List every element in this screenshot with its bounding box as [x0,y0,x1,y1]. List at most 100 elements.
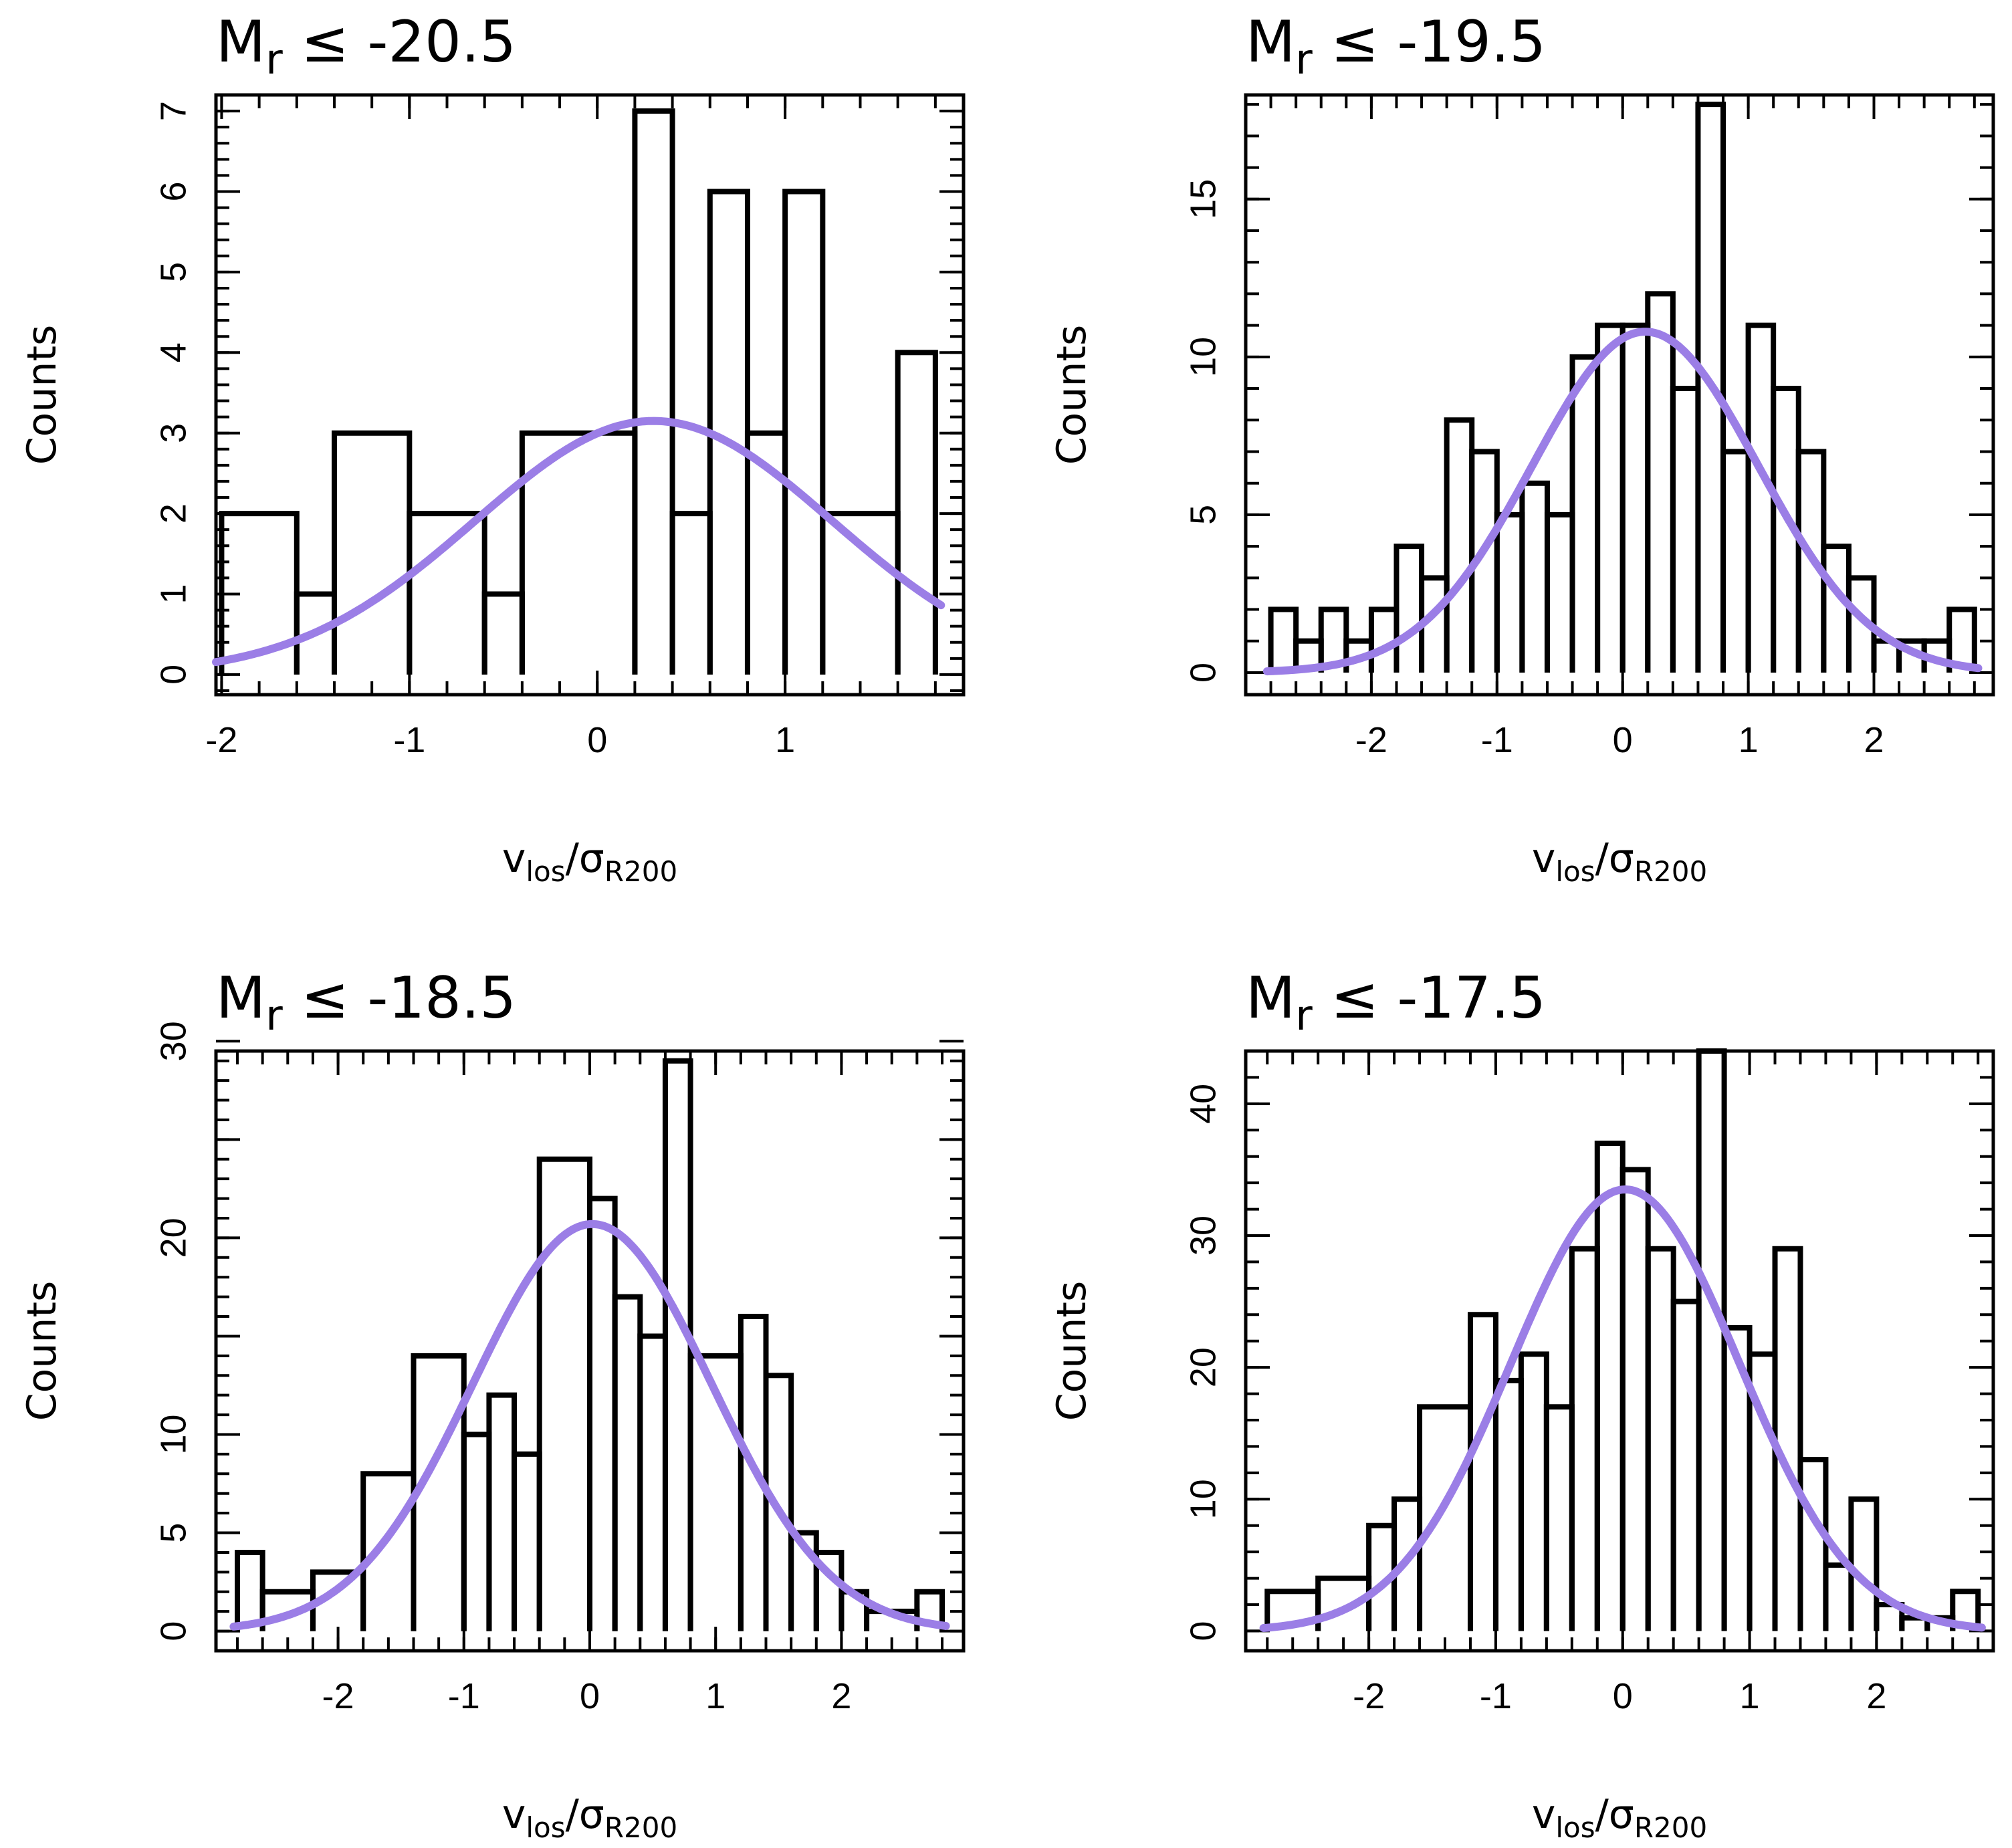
histogram-bin [820,511,901,675]
xlabel-slash: /σ [566,1791,604,1838]
x-tick-label: 1 [705,1676,725,1716]
x-tick-label: 0 [580,1676,600,1716]
panel-1: -2 -1 0 1 0 1 2 3 4 5 6 7 Mr ≤ -20.5 Counts vlos/σR200 [19,9,966,888]
y-tick-label: 4 [153,342,193,362]
histogram-bin [1594,1141,1626,1631]
y-tick-label: 20 [1183,1347,1223,1387]
title-value: ≤ -17.5 [1313,965,1546,1032]
y-tick-label: 20 [153,1218,193,1258]
y-tick-label: 2 [153,503,193,524]
histogram-bin [1745,322,1777,673]
x-tick-label: 0 [1613,720,1633,760]
xlabel-base: v [502,1791,526,1838]
gaussian-fit-line [1262,328,1983,676]
y-axis-label: Counts [19,325,66,465]
histogram-bin [662,1058,693,1631]
x-tick-label: -1 [1481,720,1513,760]
xlabel-base: v [502,835,526,882]
y-tick-label: 6 [153,181,193,201]
gaussian-fit-line [212,417,945,667]
y-tick-label: 10 [153,1414,193,1454]
x-tick-label: -2 [1353,1676,1385,1716]
xlabel-base: v [1532,835,1556,882]
histogram-bin [895,350,938,675]
y-tick-label: 0 [153,1621,193,1641]
xlabel-slash: /σ [1595,835,1634,882]
title-base: M [1246,9,1295,76]
histogram-bin [1696,1048,1727,1631]
histogram-bin [1821,544,1852,673]
minor-ticks [216,95,964,695]
histogram-bin [1670,386,1701,673]
histogram-bin [1467,1312,1498,1631]
y-tick-label: 3 [153,423,193,443]
histogram-bin [587,1195,618,1631]
histogram-bin [1518,1351,1549,1631]
histogram-bin [407,511,487,675]
histogram [234,1058,945,1631]
y-tick-label: 1 [153,584,193,604]
histogram [219,108,938,675]
histogram-bin [669,511,713,675]
minor-ticks [1246,95,1993,695]
title-value: ≤ -18.5 [283,965,516,1032]
title-base: M [1246,965,1295,1032]
plot-frame [214,93,966,697]
title-subscript: r [265,991,283,1040]
x-tick-label: -2 [205,720,237,760]
histogram-bin [1393,544,1425,673]
histogram-bin [637,1333,668,1631]
title-subscript: r [1295,35,1313,84]
histogram-bin [1519,480,1550,673]
histogram-bin [1670,1298,1702,1631]
title-subscript: r [265,35,283,84]
histogram-bin [331,430,413,675]
x-tick-label: 0 [1613,1676,1633,1716]
histogram-bin [481,591,525,675]
histogram [1268,102,1977,673]
y-tick-label: 30 [153,1021,193,1061]
y-tick-label: 5 [153,262,193,282]
y-axis-label: Counts [1048,1281,1095,1421]
x-tick-label: 1 [1740,1676,1760,1716]
histogram-bin [1823,1562,1854,1631]
xlabel-sub1: los [526,1811,565,1844]
y-tick-label: 40 [1183,1084,1223,1124]
xlabel-sub2: R200 [604,855,677,888]
histogram-bin [411,1353,467,1631]
plot-frame [1244,93,1995,697]
x-tick-label: 2 [1864,720,1884,760]
histogram-bin [1619,1167,1651,1631]
y-tick-label: 10 [1183,1479,1223,1519]
x-tick-label: -2 [1355,720,1387,760]
y-tick-label: 5 [1183,505,1223,525]
title-base: M [216,9,265,76]
histogram-bin [763,1373,794,1631]
histogram-bin [1946,606,1977,673]
title-value: ≤ -19.5 [1313,9,1546,76]
histogram-bin [1645,1246,1676,1631]
histogram-bin [1645,291,1676,673]
histogram-bin [1695,102,1726,673]
histogram-bin [1569,1246,1600,1631]
xlabel-sub2: R200 [604,1811,677,1844]
xlabel-sub1: los [526,855,565,888]
y-axis-label: Counts [1048,325,1095,465]
xlabel-base: v [1532,1791,1556,1838]
panel-title: Mr ≤ -20.5 [216,9,516,84]
histogram-bin [1772,1246,1803,1631]
histogram-bin [486,1392,518,1631]
y-axis-label: Counts [19,1281,66,1421]
histogram-bin [1595,322,1626,673]
xlabel-slash: /σ [1595,1791,1634,1838]
gaussian-fit-line [1259,1185,1986,1632]
x-tick-label: -1 [448,1676,480,1716]
x-axis-label: vlos/σR200 [502,835,677,888]
panel-2: -2 -1 0 1 2 0 5 10 15 Mr ≤ -19.5 Counts vlos/σR200 [1048,9,1995,888]
x-axis-label: vlos/σR200 [1532,835,1707,888]
histogram-bin [1848,1496,1880,1631]
xlabel-sub1: los [1555,1811,1595,1844]
